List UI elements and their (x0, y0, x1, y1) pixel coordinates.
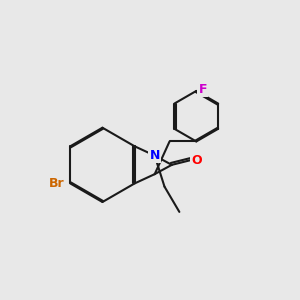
Text: Br: Br (49, 177, 65, 190)
Text: O: O (192, 154, 202, 167)
Text: N: N (149, 149, 160, 162)
Text: F: F (199, 83, 207, 96)
